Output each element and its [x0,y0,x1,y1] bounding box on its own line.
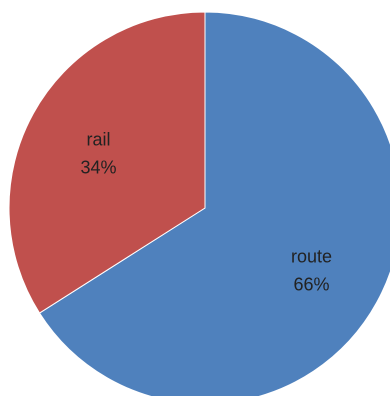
slice-percent-route: 66% [293,275,329,295]
pie-slice-route [38,11,390,396]
slice-percent-rail: 34% [80,157,116,177]
pie-labels: route 66% rail 34% [80,129,332,294]
pie-slice-rail [8,11,206,314]
slice-label-rail: rail [87,129,111,149]
pie-slices [8,11,390,396]
slice-label-route: route [291,247,332,267]
